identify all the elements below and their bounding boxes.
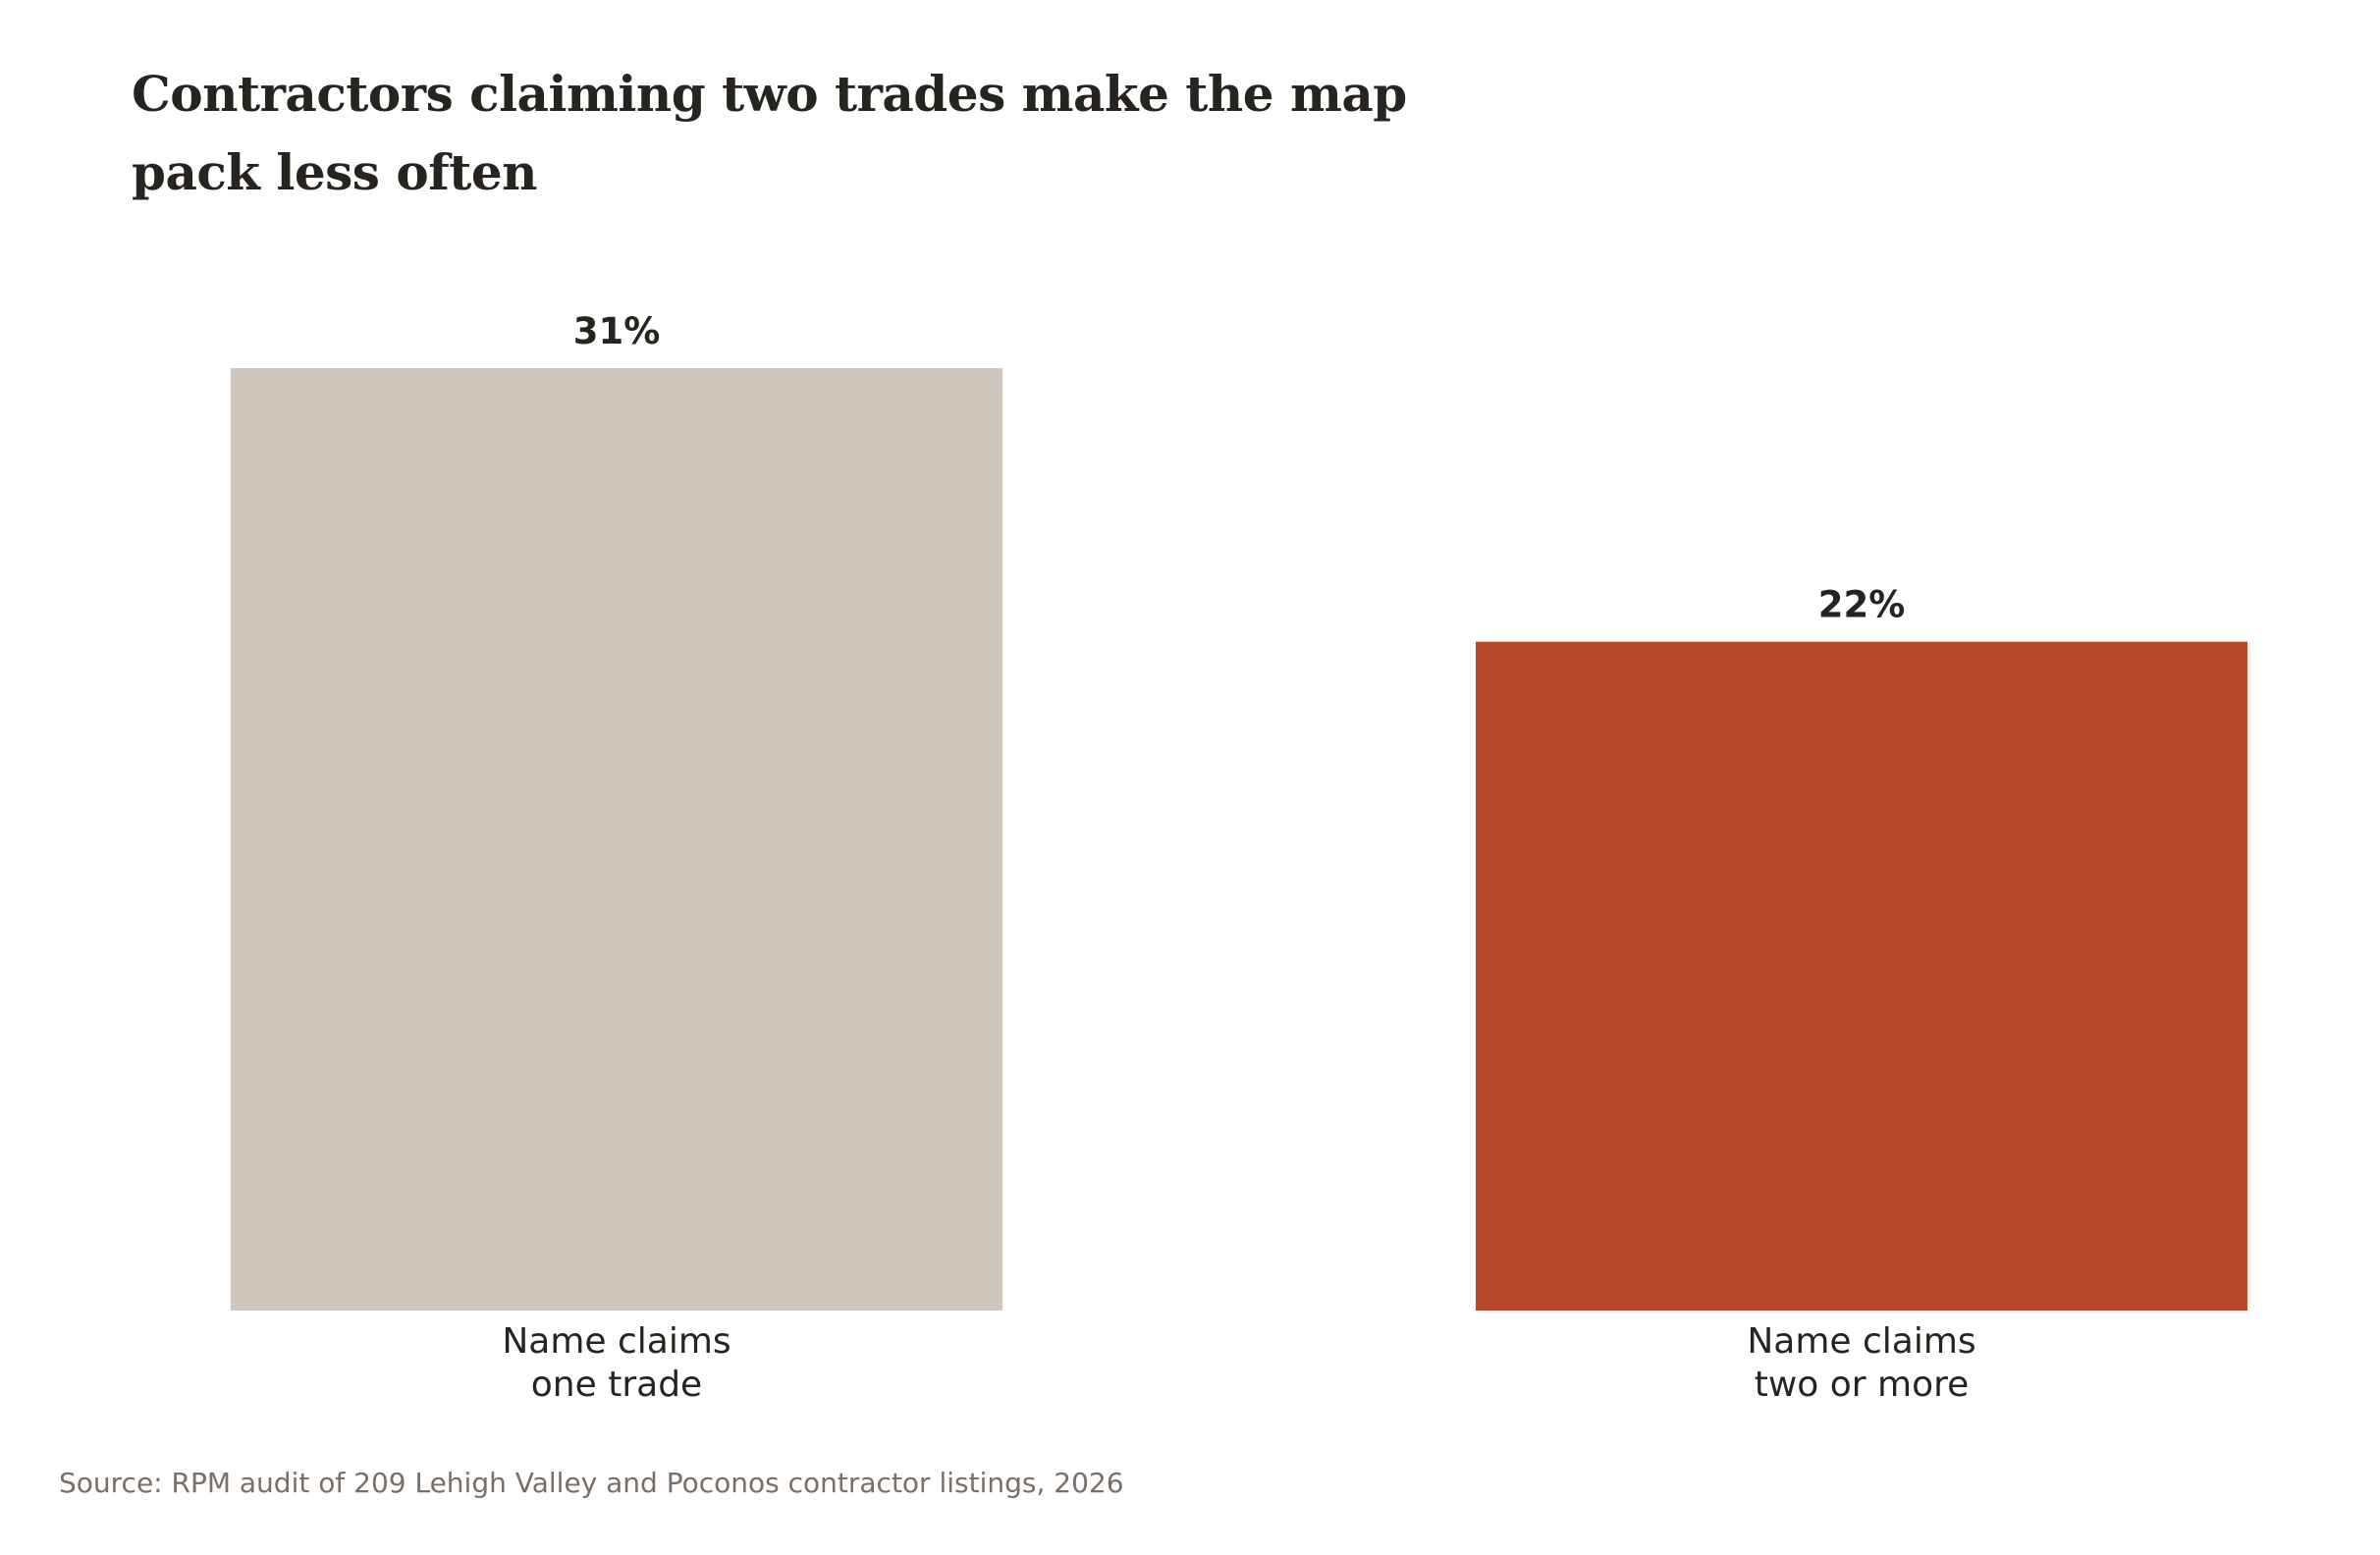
- bar-2: [1476, 641, 2247, 1311]
- category-label-2-line-1: Name claims: [1747, 1321, 1975, 1362]
- bar-value-label-1: 31%: [573, 310, 661, 352]
- category-label-2-line-2: two or more: [1755, 1365, 1970, 1405]
- bar-value-label-2: 22%: [1818, 584, 1906, 626]
- bar-1: [231, 368, 1002, 1311]
- category-label-1-line-1: Name claims: [502, 1321, 730, 1362]
- category-label-1-line-2: one trade: [531, 1365, 702, 1405]
- chart-title: Contractors claiming two trades make the…: [132, 65, 1407, 201]
- source-note: Source: RPM audit of 209 Lehigh Valley a…: [59, 1467, 1124, 1499]
